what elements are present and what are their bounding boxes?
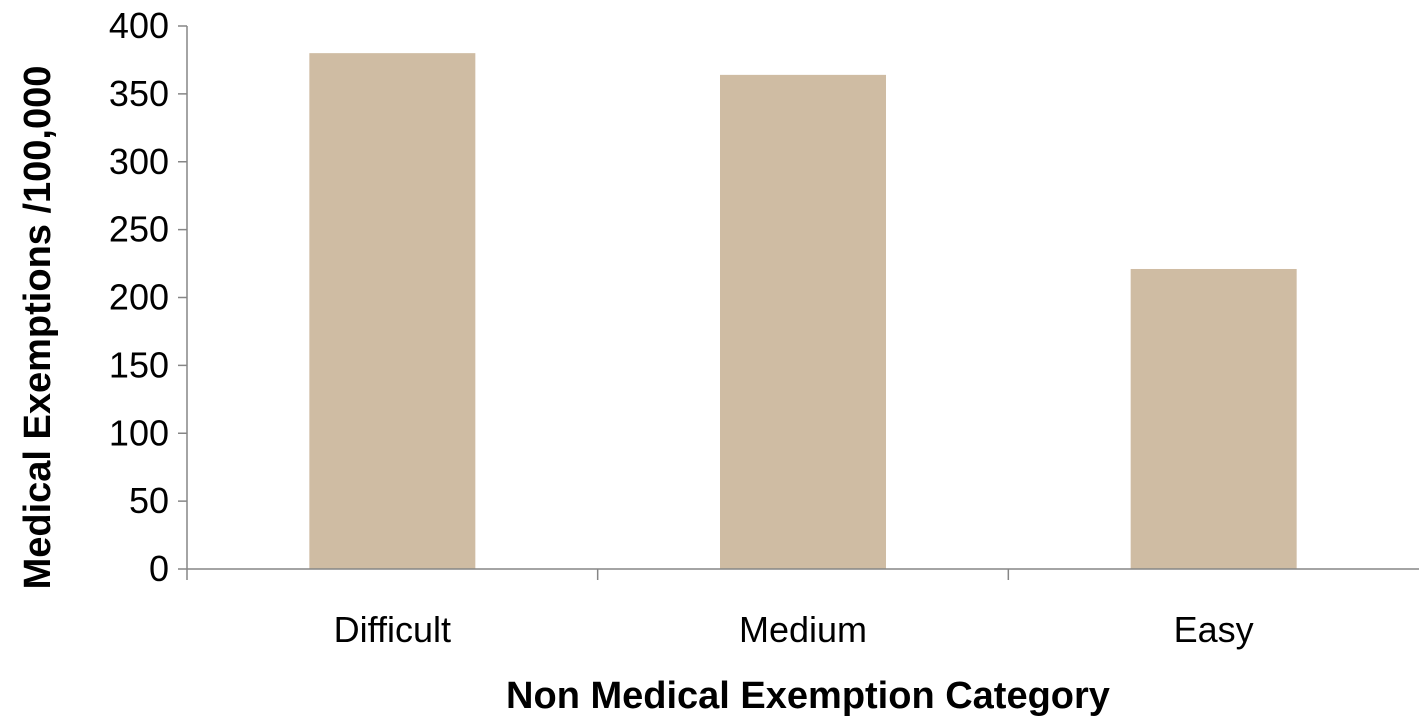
x-tick-label: Medium	[739, 609, 867, 650]
y-tick-label: 200	[109, 277, 169, 318]
bar-difficult	[309, 53, 476, 569]
bars	[309, 53, 1297, 570]
y-tick-label: 0	[149, 548, 169, 589]
x-axis-ticks: Difficult Medium Easy	[186, 569, 1254, 650]
y-axis-title: Medical Exemptions /100,000	[17, 66, 59, 590]
y-tick-label: 400	[109, 5, 169, 46]
y-tick-label: 250	[109, 209, 169, 250]
y-tick-label: 300	[109, 141, 169, 182]
y-axis-ticks: 0 50 100 150 200 250 300 350 400	[109, 5, 187, 589]
bar-easy	[1130, 268, 1297, 569]
y-tick-label: 150	[109, 344, 169, 385]
x-axis-title: Non Medical Exemption Category	[506, 675, 1110, 717]
x-tick-label: Easy	[1174, 609, 1254, 650]
y-tick-label: 50	[129, 480, 169, 521]
y-tick-label: 350	[109, 73, 169, 114]
y-tick-label: 100	[109, 412, 169, 453]
x-tick-label: Difficult	[334, 609, 451, 650]
bar-medium	[720, 74, 886, 570]
